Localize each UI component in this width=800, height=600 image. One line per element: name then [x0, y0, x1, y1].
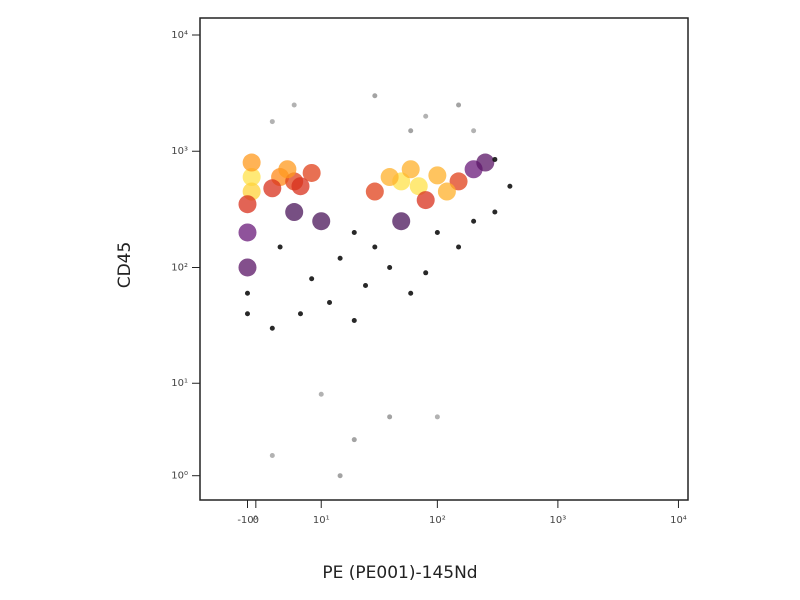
x-tick-label: 10³ [550, 515, 567, 526]
point [456, 244, 462, 250]
point [297, 311, 303, 317]
point [277, 244, 283, 250]
x-tick-label: 0 [253, 515, 259, 526]
point [238, 258, 257, 277]
point [416, 191, 435, 210]
x-axis-label: PE (PE001)-145Nd [322, 563, 477, 583]
point [244, 311, 250, 317]
point [449, 172, 468, 191]
point [387, 264, 393, 270]
point [337, 473, 343, 479]
point [401, 160, 420, 179]
point [337, 255, 343, 261]
point [409, 177, 428, 196]
point [471, 218, 477, 224]
point [363, 282, 369, 288]
point [365, 182, 384, 201]
point [285, 203, 304, 222]
point [476, 153, 495, 172]
point [269, 325, 275, 331]
point [380, 168, 399, 187]
point [434, 229, 440, 235]
x-tick-label: 10⁴ [670, 515, 687, 526]
x-tick-label: 10² [429, 515, 446, 526]
y-tick-label: 10² [171, 262, 188, 273]
point [242, 153, 261, 172]
point [492, 156, 498, 162]
point [423, 270, 429, 276]
point [351, 229, 357, 235]
point [318, 391, 324, 397]
point [456, 102, 462, 108]
point [372, 244, 378, 250]
point [269, 453, 275, 459]
y-tick-label: 10⁰ [171, 471, 188, 482]
y-tick-label: 10³ [171, 146, 188, 157]
y-axis-label: CD45 [115, 242, 135, 289]
point [507, 183, 513, 189]
point [351, 437, 357, 443]
point [434, 414, 440, 420]
x-tick-label: -10⁰ [237, 515, 257, 526]
y-tick-label: 10⁴ [171, 30, 188, 41]
point [312, 212, 331, 231]
point [351, 317, 357, 323]
point [408, 128, 414, 134]
point [269, 119, 275, 125]
point [291, 177, 310, 196]
point [387, 414, 393, 420]
point [423, 113, 429, 119]
point [242, 168, 261, 187]
point [471, 128, 477, 134]
point [408, 290, 414, 296]
point [327, 299, 333, 305]
point [263, 179, 282, 198]
point [238, 223, 257, 242]
x-tick-label: 10¹ [313, 515, 330, 526]
point [309, 276, 315, 282]
point [437, 182, 456, 201]
point [302, 163, 321, 182]
plot-frame [199, 17, 689, 501]
y-tick-label: 10¹ [171, 378, 188, 389]
point [392, 212, 411, 231]
point [492, 209, 498, 215]
point [244, 290, 250, 296]
point [291, 102, 297, 108]
point [372, 93, 378, 99]
point [428, 166, 447, 185]
point [238, 195, 257, 214]
point [278, 160, 297, 179]
